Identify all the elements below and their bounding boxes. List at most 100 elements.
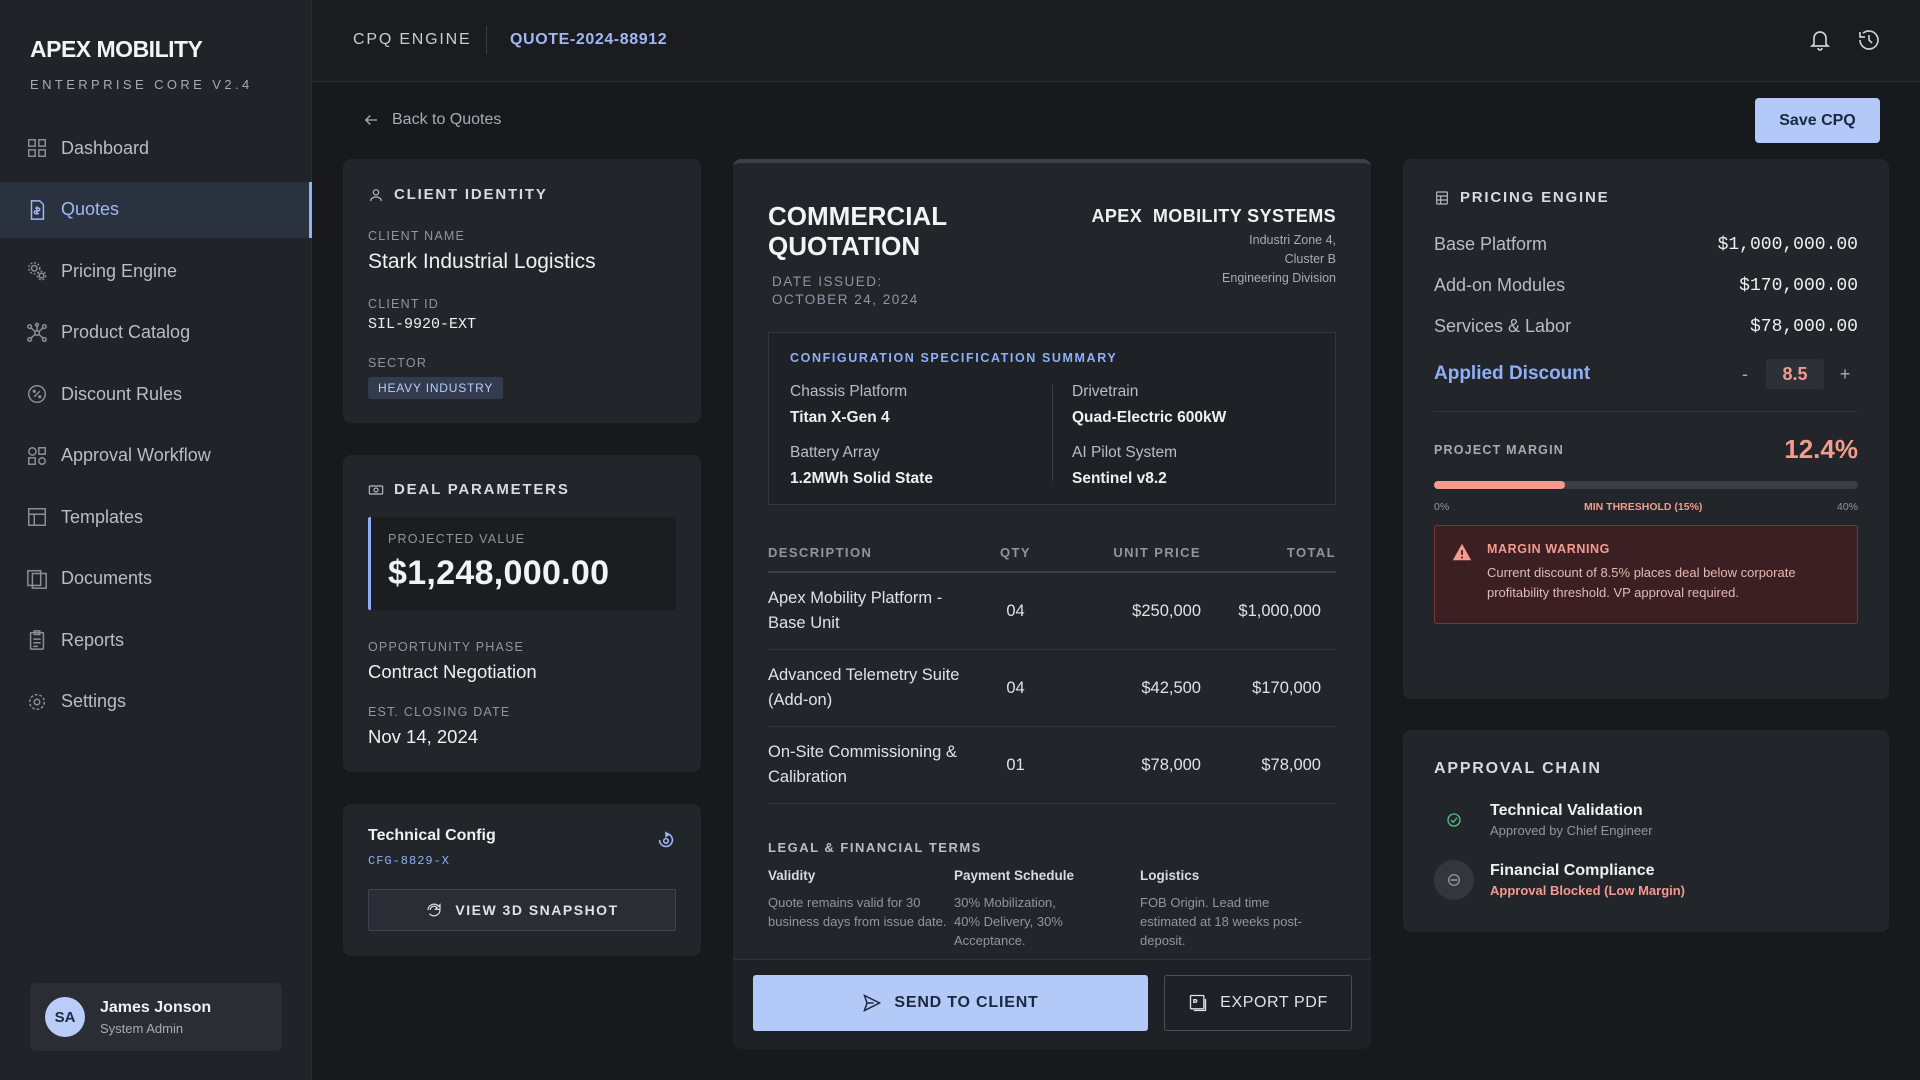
sidebar-item-product-catalog[interactable]: Product Catalog (0, 305, 312, 361)
discount-badge-icon (28, 385, 46, 403)
sidebar: APEX MOBILITY ENTERPRISE CORE V2.4 Dashb… (0, 0, 312, 1080)
save-cpq-button[interactable]: Save CPQ (1755, 98, 1880, 143)
view-3d-snapshot-button[interactable]: VIEW 3D SNAPSHOT (368, 889, 676, 931)
sidebar-item-label: Documents (61, 568, 153, 588)
spec-item: Battery Array 1.2MWh Solid State (790, 444, 1040, 488)
deal-parameters-title: DEAL PARAMETERS (368, 481, 676, 498)
address-line: Engineering Division (1222, 271, 1336, 285)
technical-config-card: Technical Config CFG-8829-X VIEW 3D SNAP… (343, 804, 701, 956)
opportunity-phase-label: OPPORTUNITY PHASE (368, 640, 525, 654)
sidebar-item-discount-rules[interactable]: Discount Rules (0, 366, 312, 422)
quote-title: COMMERCIAL QUOTATION (768, 201, 947, 261)
rotate-3d-button[interactable] (655, 829, 677, 851)
history-button[interactable] (1857, 28, 1881, 52)
send-to-client-button[interactable]: SEND TO CLIENT (753, 975, 1148, 1031)
opportunity-phase: Contract Negotiation (368, 661, 537, 682)
user-profile[interactable]: SA James Jonson System Admin (30, 983, 282, 1051)
line-total: $170,000 (1252, 678, 1321, 697)
clipboard-icon (29, 630, 45, 650)
user-icon (370, 188, 382, 201)
sidebar-item-reports[interactable]: Reports (0, 612, 312, 668)
cash-icon (368, 484, 384, 495)
calculator-icon (1436, 190, 1448, 205)
send-to-client-label: SEND TO CLIENT (894, 994, 1039, 1011)
client-identity-card: CLIENT IDENTITY CLIENT NAME Stark Indust… (343, 159, 701, 423)
closing-date: Nov 14, 2024 (368, 726, 479, 747)
quote-actions: SEND TO CLIENT EXPORT PDF (733, 959, 1371, 1049)
scale-min: 0% (1434, 501, 1450, 513)
column-total: TOTAL (1286, 544, 1336, 560)
spec-key: Battery Array (790, 444, 880, 461)
projected-value: $1,248,000.00 (388, 554, 610, 592)
discount-increase-button[interactable]: + (1839, 363, 1851, 384)
term-payment-schedule: Payment Schedule 30% Mobilization, 40% D… (954, 868, 1134, 950)
margin-warning-body: Current discount of 8.5% places deal bel… (1487, 565, 1796, 600)
client-name: Stark Industrial Logistics (368, 250, 596, 273)
approval-chain-title: APPROVAL CHAIN (1434, 760, 1602, 777)
notification-button[interactable] (1808, 28, 1832, 52)
bell-icon (1809, 31, 1831, 51)
company-name: APEX MOBILITY SYSTEMS (1091, 206, 1336, 226)
price-label: Services & Labor (1434, 316, 1572, 336)
term-body: Quote remains valid for 30 business days… (768, 895, 947, 929)
margin-warning: MARGIN WARNING Current discount of 8.5% … (1434, 525, 1858, 624)
applied-discount-label: Applied Discount (1434, 363, 1591, 384)
check-circle-icon (1447, 813, 1461, 827)
discount-value-input[interactable]: 8.5 (1766, 359, 1824, 389)
pdf-icon (1190, 994, 1207, 1012)
technical-config-title: Technical Config (368, 827, 496, 844)
line-total: $1,000,000 (1238, 601, 1321, 620)
line-qty: 04 (1006, 678, 1025, 697)
quote-document-icon (30, 199, 45, 220)
client-name-label: CLIENT NAME (368, 229, 466, 243)
avatar: SA (45, 997, 85, 1037)
documents-icon (27, 569, 47, 589)
sidebar-item-templates[interactable]: Templates (0, 489, 312, 545)
term-validity: Validity Quote remains valid for 30 busi… (768, 868, 948, 931)
price-amount: $78,000.00 (1749, 316, 1858, 337)
step-status-text: Approval Blocked (Low Margin) (1490, 883, 1686, 898)
workflow-icon (28, 446, 46, 465)
quote-title-line1: COMMERCIAL (768, 201, 948, 231)
sidebar-item-dashboard[interactable]: Dashboard (0, 120, 312, 176)
back-to-quotes-link[interactable]: Back to Quotes (362, 111, 501, 129)
spec-key: Drivetrain (1072, 383, 1139, 400)
arrow-left-icon (364, 115, 377, 125)
rotate-3d-icon (658, 831, 674, 848)
margin-progress-bar (1434, 481, 1858, 489)
sidebar-item-quotes[interactable]: Quotes (0, 181, 312, 238)
term-heading: Validity (768, 868, 816, 883)
sidebar-item-pricing-engine[interactable]: Pricing Engine (0, 243, 312, 299)
projected-value-box: PROJECTED VALUE $1,248,000.00 (368, 517, 676, 610)
send-icon (863, 994, 882, 1012)
sidebar-item-documents[interactable]: Documents (0, 551, 312, 607)
term-heading: Logistics (1140, 868, 1200, 883)
spec-value: Sentinel v8.2 (1072, 470, 1167, 487)
price-label: Base Platform (1434, 234, 1548, 254)
line-description: Advanced Telemetry Suite (Add-on) (768, 666, 960, 709)
table-row: Advanced Telemetry Suite (Add-on) 04 $42… (768, 650, 1336, 727)
sidebar-item-label: Discount Rules (61, 383, 183, 404)
topbar: CPQ ENGINE QUOTE-2024-88912 (312, 0, 1920, 82)
export-pdf-button[interactable]: EXPORT PDF (1164, 975, 1352, 1031)
column-qty: QTY (1000, 544, 1031, 560)
sidebar-item-label: Product Catalog (61, 322, 191, 342)
technical-config-id: CFG-8829-X (368, 854, 451, 868)
term-heading: Payment Schedule (954, 868, 1075, 883)
breadcrumb-section[interactable]: CPQ ENGINE (353, 31, 472, 48)
gear-icon (28, 693, 46, 710)
spec-key: AI Pilot System (1072, 444, 1178, 461)
spec-value: Quad-Electric 600kW (1072, 409, 1227, 426)
discount-decrease-button[interactable]: - (1742, 363, 1748, 384)
term-body: FOB Origin. Lead time estimated at 18 we… (1140, 895, 1302, 948)
company-address: Industri Zone 4, Cluster B Engineering D… (1091, 231, 1336, 288)
spec-item: Chassis Platform Titan X-Gen 4 (790, 383, 1040, 427)
price-row-add-on-modules: Add-on Modules $170,000.00 (1434, 265, 1858, 306)
approval-steps: Technical Validation Approved by Chief E… (1434, 800, 1858, 920)
user-role: System Admin (100, 1020, 184, 1036)
discount-stepper: - 8.5 + (1732, 359, 1858, 389)
closing-date-label: EST. CLOSING DATE (368, 705, 511, 719)
step-status (1434, 800, 1474, 840)
sidebar-item-settings[interactable]: Settings (0, 674, 312, 730)
sidebar-item-approval-workflow[interactable]: Approval Workflow (0, 428, 312, 484)
